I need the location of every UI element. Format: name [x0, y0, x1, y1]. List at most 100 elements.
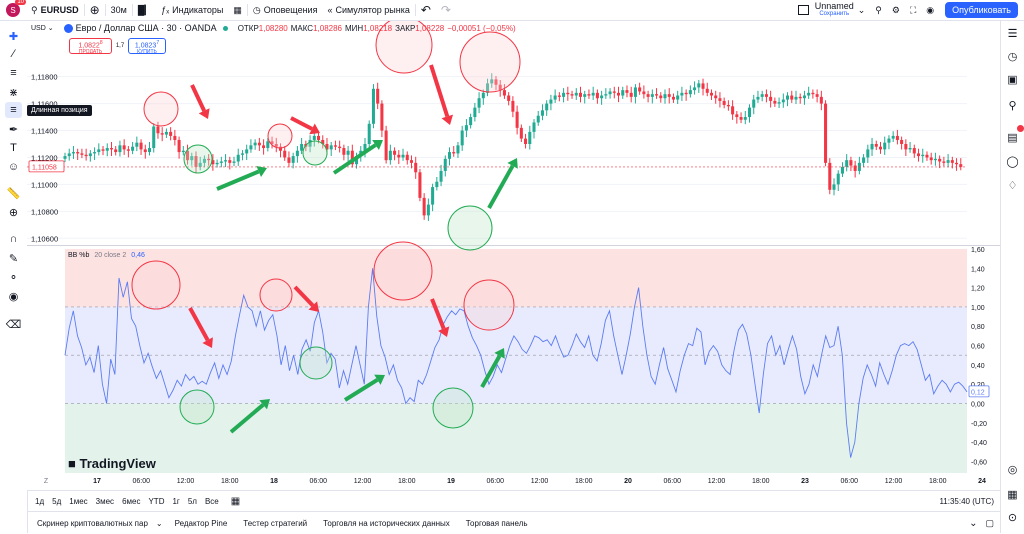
undo-button[interactable]: ↶	[416, 0, 436, 20]
icon-tool[interactable]: ☺	[5, 159, 22, 175]
goto-date-icon[interactable]: ▦	[230, 496, 241, 507]
candle-body	[655, 94, 659, 96]
candle-body	[177, 139, 181, 153]
replay-button[interactable]: «Симулятор рынка	[322, 0, 414, 20]
chevron-down-icon[interactable]: ⌄	[155, 518, 163, 528]
lock-drawings-tool[interactable]: ⚬	[5, 269, 22, 285]
panel-tab[interactable]: Редактор Pine	[174, 518, 228, 528]
panel-tab[interactable]: Тестер стратегий	[243, 518, 308, 528]
publish-button[interactable]: Опубликовать	[945, 2, 1018, 18]
candle-body	[557, 95, 561, 97]
layout-info: Unnamed Сохранить	[815, 2, 854, 18]
candle-body	[118, 145, 122, 153]
redo-button[interactable]: ↷	[436, 0, 456, 20]
highlight-circle-red	[267, 123, 293, 149]
candle-body	[828, 162, 832, 190]
pattern-tool[interactable]: ⋇	[5, 84, 22, 100]
chart-area[interactable]: 1,11800 1,11600 1,11400 1,11200 1,11000 1,108…	[27, 21, 1000, 490]
range-button[interactable]: 3мес	[95, 497, 115, 506]
candle-body	[604, 94, 608, 96]
fib-tool[interactable]: ≡	[5, 65, 22, 81]
brush-tool[interactable]: ✒	[5, 121, 22, 137]
candle-body	[866, 149, 870, 158]
watchlist-button[interactable]: ☰	[1004, 25, 1021, 42]
data-window-button[interactable]: ▣	[1004, 71, 1021, 88]
snapshot-button[interactable]: ◉	[921, 0, 939, 20]
crosshair-tool[interactable]: ✚	[5, 28, 22, 44]
alerts-panel-button[interactable]: ◷	[1004, 48, 1021, 65]
candle-body	[464, 125, 468, 131]
user-avatar[interactable]: S 10	[6, 0, 26, 17]
hotlists-button[interactable]: ◯	[1004, 153, 1021, 170]
settings-button[interactable]: ⚙	[887, 0, 905, 20]
panel-tab[interactable]: Скринер криптовалютных пар	[37, 518, 148, 528]
fullscreen-toggle[interactable]: ⛶	[905, 0, 921, 20]
maximize-panel-icon[interactable]: ▢	[985, 517, 994, 528]
trade-buttons: 1,08228 ПРОДАТЬ 1,7 1,08237 КУПИТЬ	[69, 38, 166, 55]
arrow-green-shaft	[343, 378, 379, 402]
candle-body	[139, 142, 143, 150]
calendar-button[interactable]: ▦	[1004, 486, 1021, 503]
candle-body	[388, 150, 392, 161]
zoom-tool[interactable]: ⊕	[5, 204, 22, 220]
time-tick-label: 18:00	[575, 478, 593, 485]
help-button[interactable]: ⊙	[1004, 509, 1021, 526]
candle-body	[262, 145, 266, 149]
candle-body	[498, 84, 502, 91]
price-axis[interactable]: 1,11800 1,11600 1,11400 1,11200 1,11000 1,108…	[28, 73, 65, 244]
lower-band-fill	[65, 403, 967, 473]
search-icon: ⚲	[31, 4, 38, 15]
buy-button[interactable]: 1,08237 КУПИТЬ	[128, 38, 166, 55]
spread-value: 1,7	[115, 43, 125, 49]
indicator-tick-label: -0,60	[971, 459, 987, 466]
range-button[interactable]: Все	[204, 497, 219, 506]
currency-selector[interactable]: USD ⌄	[31, 24, 54, 32]
divider	[104, 4, 106, 16]
indicator-axis[interactable]: 1,601,401,201,000,800,600,400,200,00-0,2…	[968, 247, 990, 466]
ideas-button[interactable]: ⚲	[1004, 97, 1021, 114]
indicators-button[interactable]: ƒₓ Индикаторы	[156, 0, 228, 20]
interval-button[interactable]: 30м	[106, 0, 132, 20]
sell-button[interactable]: 1,08228 ПРОДАТЬ	[69, 38, 112, 55]
hide-drawings-tool[interactable]: ◉	[5, 288, 22, 304]
text-tool[interactable]: T	[5, 140, 22, 156]
clock-time[interactable]: 11:35:40 (UTC)	[939, 497, 994, 506]
templates-button[interactable]: ▦	[228, 0, 247, 20]
avatar-letter: S	[10, 5, 16, 15]
range-button[interactable]: 5л	[187, 497, 197, 506]
range-button[interactable]: 1д	[35, 497, 45, 506]
notifications-button[interactable]: ♢	[1004, 177, 1021, 194]
candle-body	[80, 153, 84, 155]
candle-body	[490, 79, 494, 84]
measure-tool[interactable]: 📏	[5, 185, 22, 201]
chart-type-button[interactable]: █▎	[133, 0, 156, 20]
range-button[interactable]: 6мес	[122, 497, 141, 506]
candle-body	[625, 90, 629, 93]
range-button[interactable]: 1г	[172, 497, 180, 506]
time-axis[interactable]: 17 06:00 12:00 18:00 18 06:00 12:00 18:00 19 06:0…	[44, 478, 986, 485]
chat-button[interactable]: ▤	[1004, 125, 1024, 146]
collapse-panel-icon[interactable]: ⌄	[969, 517, 978, 529]
stay-drawing-tool[interactable]: ✎	[5, 250, 22, 266]
indicator-legend[interactable]: BB %b 20 close 2 0,46	[68, 252, 145, 259]
fullscreen-button[interactable]: ⚲	[870, 0, 887, 20]
indicator-tick-label: 1,60	[971, 247, 985, 254]
candle-body	[76, 152, 80, 154]
panel-tab[interactable]: Торговая панель	[465, 518, 528, 528]
range-button[interactable]: 5д	[52, 497, 62, 506]
candle-body	[338, 146, 342, 149]
target-button[interactable]: ◎	[1004, 461, 1021, 478]
notification-badge: 10	[15, 0, 26, 5]
remove-drawings-tool[interactable]: ⌫	[5, 316, 22, 332]
range-button[interactable]: YTD	[148, 497, 165, 506]
trendline-tool[interactable]: ∕	[5, 46, 22, 62]
compare-symbol-button[interactable]: ⊕	[85, 0, 105, 20]
long-position-tool[interactable]: ≡	[5, 102, 22, 118]
alerts-button[interactable]: ◷ Оповещения	[248, 0, 323, 20]
symbol-search[interactable]: ⚲ EURUSD	[26, 0, 84, 20]
layout-button[interactable]: Unnamed Сохранить ⌄	[793, 0, 871, 20]
magnet-tool[interactable]: ∩	[5, 231, 22, 247]
range-button[interactable]: 1мес	[69, 497, 88, 506]
panel-tab[interactable]: Торговля на исторических данных	[323, 518, 450, 528]
candle-body	[739, 117, 743, 120]
